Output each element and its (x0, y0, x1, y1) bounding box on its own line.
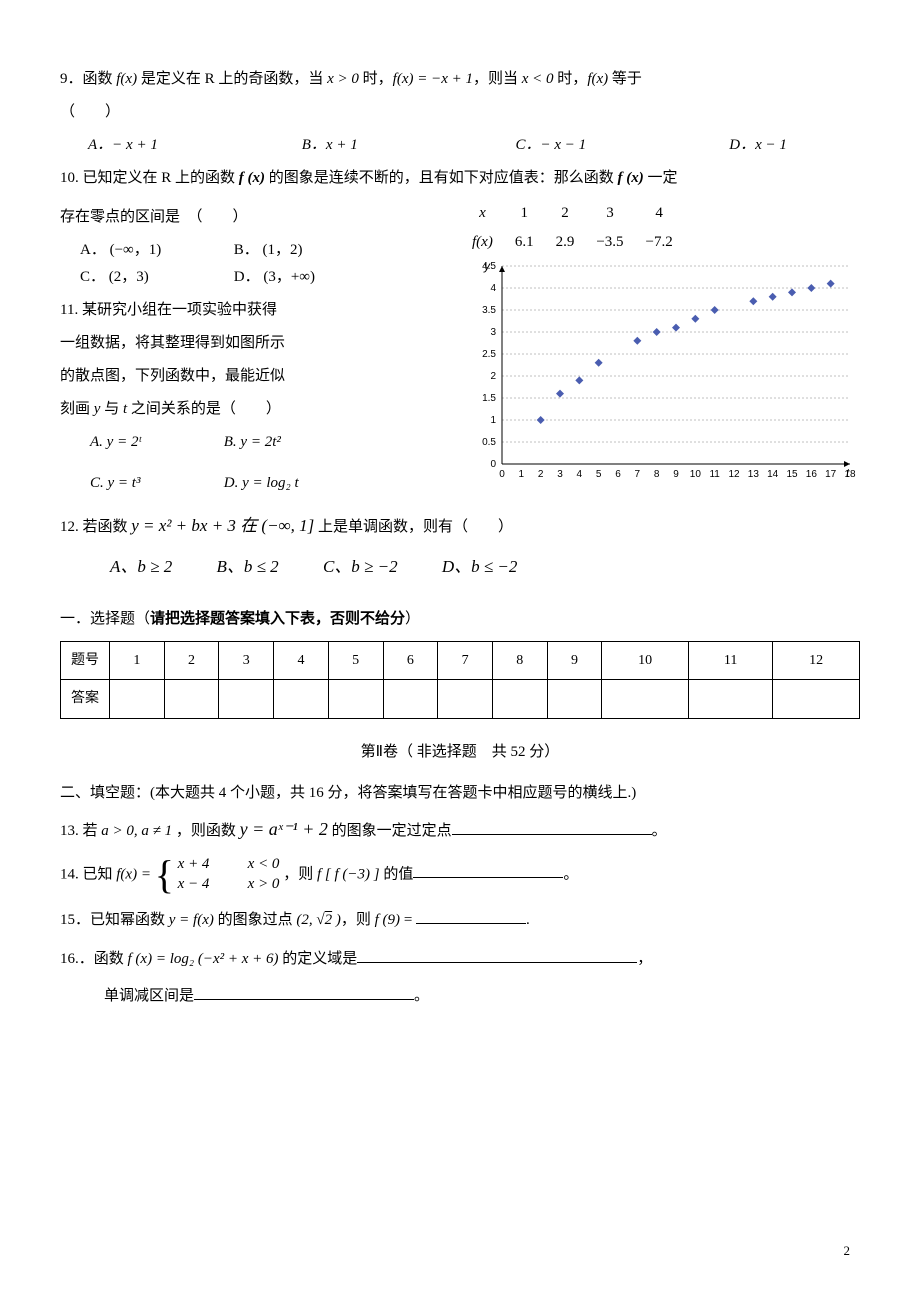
q9: 9．函数 f(x) 是定义在 R 上的奇函数，当 x > 0 时，f(x) = … (60, 66, 860, 93)
svg-text:10: 10 (690, 469, 702, 480)
svg-text:16: 16 (806, 469, 818, 480)
q11-l4: 刻画 y 与 t 之间关系的是（ ） (60, 396, 450, 423)
ans-cell[interactable] (688, 680, 772, 718)
svg-text:1.5: 1.5 (482, 393, 496, 404)
svg-text:1: 1 (490, 415, 496, 426)
q13-blank[interactable] (452, 819, 652, 835)
svg-text:2.5: 2.5 (482, 349, 496, 360)
svg-text:7: 7 (635, 469, 641, 480)
svg-text:9: 9 (673, 469, 679, 480)
ans-row1-label: 题号 (61, 642, 110, 680)
svg-text:0: 0 (499, 469, 505, 480)
ans-cell[interactable] (438, 680, 493, 718)
svg-text:8: 8 (654, 469, 660, 480)
ans-cell[interactable] (773, 680, 860, 718)
q14: 14. 已知 f(x) = { x + 4x < 0 x − 4x > 0 ，则… (60, 855, 860, 895)
q11-l1: 11. 某研究小组在一项实验中获得 (60, 297, 450, 324)
svg-text:5: 5 (596, 469, 602, 480)
q9-options: A．− x + 1 B．x + 1 C．− x − 1 D．x − 1 (60, 132, 860, 159)
q11-l3: 的散点图，下列函数中，最能近似 (60, 363, 450, 390)
q11-l2: 一组数据，将其整理得到如图所示 (60, 330, 450, 357)
q12: 12. 若函数 y = x² + bx + 3 在 (−∞, 1] 上是单调函数… (60, 511, 860, 542)
svg-text:13: 13 (748, 469, 760, 480)
q11-opt-a[interactable]: A. y = 2ᵗ (90, 429, 220, 456)
q10-line2: 存在零点的区间是 （ ） (60, 204, 450, 231)
q10-opt-a[interactable]: A． (−∞，1) (80, 237, 230, 264)
ans-cell[interactable] (602, 680, 689, 718)
ans-cell[interactable] (492, 680, 547, 718)
q9-opt-a[interactable]: A．− x + 1 (88, 132, 248, 159)
q14-blank[interactable] (413, 862, 563, 878)
q9-opt-c[interactable]: C．− x − 1 (516, 132, 676, 159)
svg-text:2: 2 (538, 469, 544, 480)
q13: 13. 若 a > 0, a ≠ 1 ，则函数 y = aˣ⁻¹ + 2 的图象… (60, 813, 860, 845)
answer-header: 一．选择题（请把选择题答案填入下表，否则不给分） (60, 606, 860, 633)
ans-cell[interactable] (164, 680, 219, 718)
fx-fx-label: f(x) (462, 229, 503, 256)
q11-scatter-chart: 00.511.522.533.544.501234567891011121314… (460, 258, 860, 488)
fill-header: 二、填空题：(本大题共 4 个小题，共 16 分，将答案填写在答题卡中相应题号的… (60, 780, 860, 807)
svg-text:17: 17 (825, 469, 837, 480)
ans-cell[interactable] (110, 680, 165, 718)
q12-opt-c[interactable]: C、b ≥ −2 (323, 552, 398, 583)
q11-opt-c[interactable]: C. y = t³ (90, 470, 220, 497)
svg-text:4: 4 (577, 469, 583, 480)
q9-text: 9．函数 f(x) 是定义在 R 上的奇函数，当 x > 0 时，f(x) = … (60, 71, 642, 87)
q10-opt-d[interactable]: D． (3，+∞) (234, 264, 315, 291)
svg-text:12: 12 (728, 469, 740, 480)
q15: 15．已知幂函数 y = f(x) 的图象过点 (2, √2 )，则 f (9)… (60, 907, 860, 934)
q10: 10. 已知定义在 R 上的函数 f (x) 的图象是连续不断的，且有如下对应值… (60, 165, 860, 192)
q16-line2: 单调减区间是。 (60, 983, 860, 1010)
part2-title: 第Ⅱ卷（ 非选择题 共 52 分） (60, 739, 860, 766)
svg-text:0.5: 0.5 (482, 437, 496, 448)
q11-opt-b[interactable]: B. y = 2t² (224, 429, 281, 456)
fx-x-label: x (462, 200, 503, 227)
page-number: 2 (844, 1239, 851, 1262)
svg-text:3: 3 (557, 469, 563, 480)
answer-table: 题号 1 2 3 4 5 6 7 8 9 10 11 12 答案 (60, 641, 860, 718)
ans-cell[interactable] (547, 680, 602, 718)
q16: 16.．函数 f (x) = log₂ (−x² + x + 6) 的定义域是， (60, 946, 860, 973)
q12-options: A、b ≥ 2 B、b ≤ 2 C、b ≥ −2 D、b ≤ −2 (60, 552, 860, 583)
svg-text:y: y (483, 259, 491, 273)
svg-text:11: 11 (709, 469, 720, 480)
q10-value-table: x 1 2 3 4 f(x) 6.1 2.9 −3.5 −7.2 (460, 198, 685, 258)
q15-blank[interactable] (416, 908, 526, 924)
q16-blank2[interactable] (194, 984, 414, 1000)
ans-row2-label: 答案 (61, 680, 110, 718)
q12-opt-b[interactable]: B、b ≤ 2 (216, 552, 278, 583)
q11-opt-d[interactable]: D. y = log₂ t (224, 470, 299, 497)
svg-text:6: 6 (615, 469, 621, 480)
ans-cell[interactable] (383, 680, 438, 718)
svg-text:4: 4 (490, 283, 496, 294)
q9-paren: （ ） (60, 99, 860, 126)
ans-cell[interactable] (219, 680, 274, 718)
q12-opt-d[interactable]: D、b ≤ −2 (442, 552, 518, 583)
svg-text:14: 14 (767, 469, 779, 480)
ans-cell[interactable] (274, 680, 329, 718)
q10-opt-b[interactable]: B． (1，2) (234, 237, 303, 264)
ans-cell[interactable] (328, 680, 383, 718)
q10-opt-c[interactable]: C． (2，3) (80, 264, 230, 291)
svg-text:3.5: 3.5 (482, 305, 496, 316)
q9-opt-b[interactable]: B．x + 1 (302, 132, 462, 159)
svg-text:0: 0 (490, 459, 496, 470)
svg-text:3: 3 (490, 327, 496, 338)
svg-text:2: 2 (490, 371, 496, 382)
q12-opt-a[interactable]: A、b ≥ 2 (110, 552, 172, 583)
q16-blank1[interactable] (357, 947, 637, 963)
q9-opt-d[interactable]: D．x − 1 (729, 132, 787, 159)
svg-text:1: 1 (519, 469, 525, 480)
svg-text:15: 15 (786, 469, 798, 480)
